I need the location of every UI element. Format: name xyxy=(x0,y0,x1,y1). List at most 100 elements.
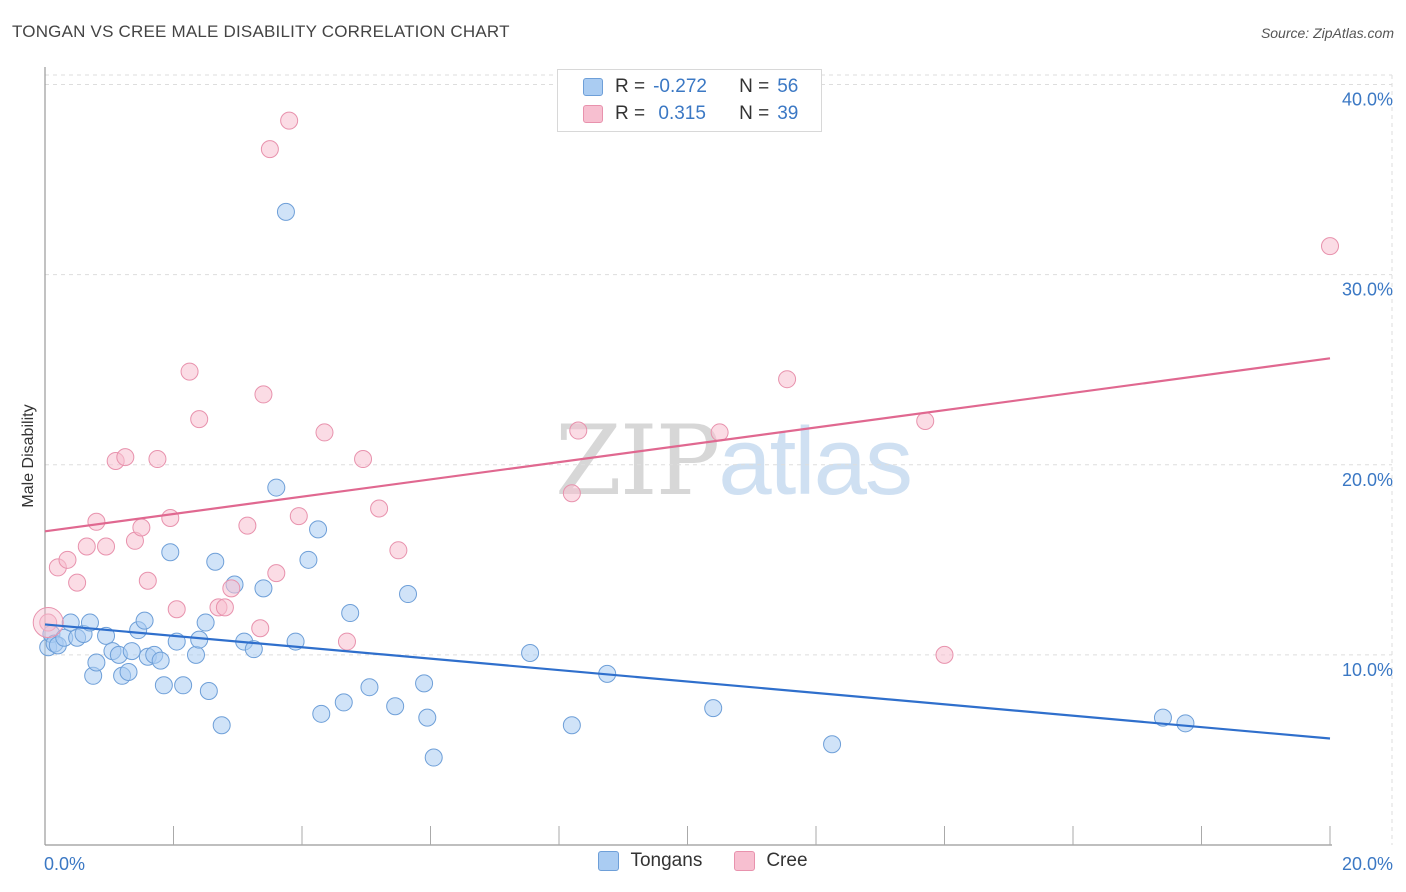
tongans-point xyxy=(418,708,437,727)
tongans-point xyxy=(135,611,154,630)
cree-point xyxy=(77,537,96,556)
tongans-point xyxy=(122,642,141,661)
cree-point xyxy=(87,512,106,531)
watermark-atlas: atlas xyxy=(718,408,913,515)
cree-point xyxy=(97,537,116,556)
tongans-point xyxy=(196,613,215,632)
cree-point xyxy=(562,484,581,503)
chart-title: TONGAN VS CREE MALE DISABILITY CORRELATI… xyxy=(12,22,510,41)
legend-item-cree[interactable]: Cree xyxy=(734,850,808,872)
x-tick-label-min: 0.0% xyxy=(44,854,85,874)
cree-point xyxy=(778,370,797,389)
tongans-n-value: 56 xyxy=(777,76,799,97)
cree-point xyxy=(68,573,87,592)
cree-point xyxy=(710,423,729,442)
tongans-point xyxy=(415,674,434,693)
tongans-point xyxy=(823,735,842,754)
cree-point xyxy=(916,412,935,431)
tongans-r-label: R = xyxy=(615,76,646,97)
tongans-point xyxy=(386,697,405,716)
y-tick-label: 10.0% xyxy=(1342,660,1393,680)
cree-point xyxy=(138,571,157,590)
cree-point xyxy=(148,450,167,469)
cree-point xyxy=(116,448,135,467)
tick-labels: 10.0% 20.0% 30.0% 40.0% 0.0% 20.0% xyxy=(44,90,1393,874)
tongans-point xyxy=(1153,708,1172,727)
tongans-point xyxy=(399,585,418,604)
legend-tongans-label: Tongans xyxy=(630,850,703,871)
source-label: Source: ZipAtlas.com xyxy=(1260,25,1394,41)
cree-r-value: 0.315 xyxy=(653,103,706,124)
cree-point xyxy=(370,499,389,518)
axes xyxy=(44,67,1332,846)
y-tick-label: 30.0% xyxy=(1342,280,1393,300)
legend-row-tongans: R = -0.272 N = 56 xyxy=(583,75,798,99)
watermark: ZIPatlas xyxy=(555,405,913,517)
y-tick-label: 20.0% xyxy=(1342,470,1393,490)
tongans-point xyxy=(97,626,116,645)
legend-cree-label: Cree xyxy=(766,850,808,871)
cree-point xyxy=(1321,237,1339,256)
cree-point xyxy=(58,550,77,569)
tongans-r-value: -0.272 xyxy=(653,76,707,97)
tongans-point xyxy=(87,653,106,672)
cree-point xyxy=(238,516,257,535)
cree-n-value: 39 xyxy=(777,103,799,124)
cree-point xyxy=(167,600,186,619)
tongans-point xyxy=(341,604,360,623)
cree-cluster-point xyxy=(32,607,64,639)
cree-point xyxy=(132,518,151,537)
cree-point xyxy=(280,111,299,130)
cree-point xyxy=(289,507,308,526)
cree-point xyxy=(190,410,209,429)
cree-point xyxy=(267,564,286,583)
tongans-point xyxy=(424,748,443,767)
legend-row-cree: R = 0.315 N = 39 xyxy=(583,102,798,126)
series-cree xyxy=(39,111,1339,664)
tongans-point xyxy=(276,202,295,221)
tongans-point xyxy=(161,543,180,562)
legend-item-tongans[interactable]: Tongans xyxy=(598,850,702,872)
correlation-legend: R = -0.272 N = 56 R = 0.315 N = 39 xyxy=(557,69,822,132)
cree-point xyxy=(215,598,234,617)
series-legend: Tongans Cree xyxy=(0,850,1406,872)
tongans-point xyxy=(704,699,723,718)
tongans-point xyxy=(206,552,225,571)
tongans-point xyxy=(521,643,540,662)
tongans-point xyxy=(267,478,286,497)
tongans-point xyxy=(562,716,581,735)
y-tick-label: 40.0% xyxy=(1342,90,1393,110)
cree-point xyxy=(935,645,954,664)
tongans-point xyxy=(119,662,138,681)
cree-point xyxy=(315,423,334,442)
tongans-trend-line xyxy=(44,623,1331,740)
cree-point xyxy=(354,450,373,469)
tongans-point xyxy=(299,550,318,569)
tongans-point xyxy=(334,693,353,712)
trend-lines xyxy=(44,357,1331,740)
series-tongans xyxy=(39,202,1195,767)
tongans-n-label: N = xyxy=(739,76,770,97)
x-tick-label-max: 20.0% xyxy=(1342,854,1393,874)
tongans-point xyxy=(80,613,99,632)
cree-r-label: R = xyxy=(615,103,646,124)
tongans-point xyxy=(360,678,379,697)
legend-cree-swatch xyxy=(734,851,756,871)
cree-n-label: N = xyxy=(739,103,770,124)
data-points xyxy=(32,111,1339,767)
legend-tongans-swatch xyxy=(598,851,620,871)
tongans-point xyxy=(244,640,263,659)
cree-point xyxy=(180,362,199,381)
tongans-point xyxy=(212,716,231,735)
tongans-point xyxy=(186,645,205,664)
cree-point xyxy=(222,579,241,598)
tongans-swatch xyxy=(583,78,603,96)
tongans-point xyxy=(254,579,273,598)
cree-point xyxy=(254,385,273,404)
cree-point xyxy=(39,613,58,632)
cree-point xyxy=(260,140,279,159)
cree-point xyxy=(161,508,180,527)
tongans-point xyxy=(1176,714,1195,733)
cree-point xyxy=(337,632,356,651)
